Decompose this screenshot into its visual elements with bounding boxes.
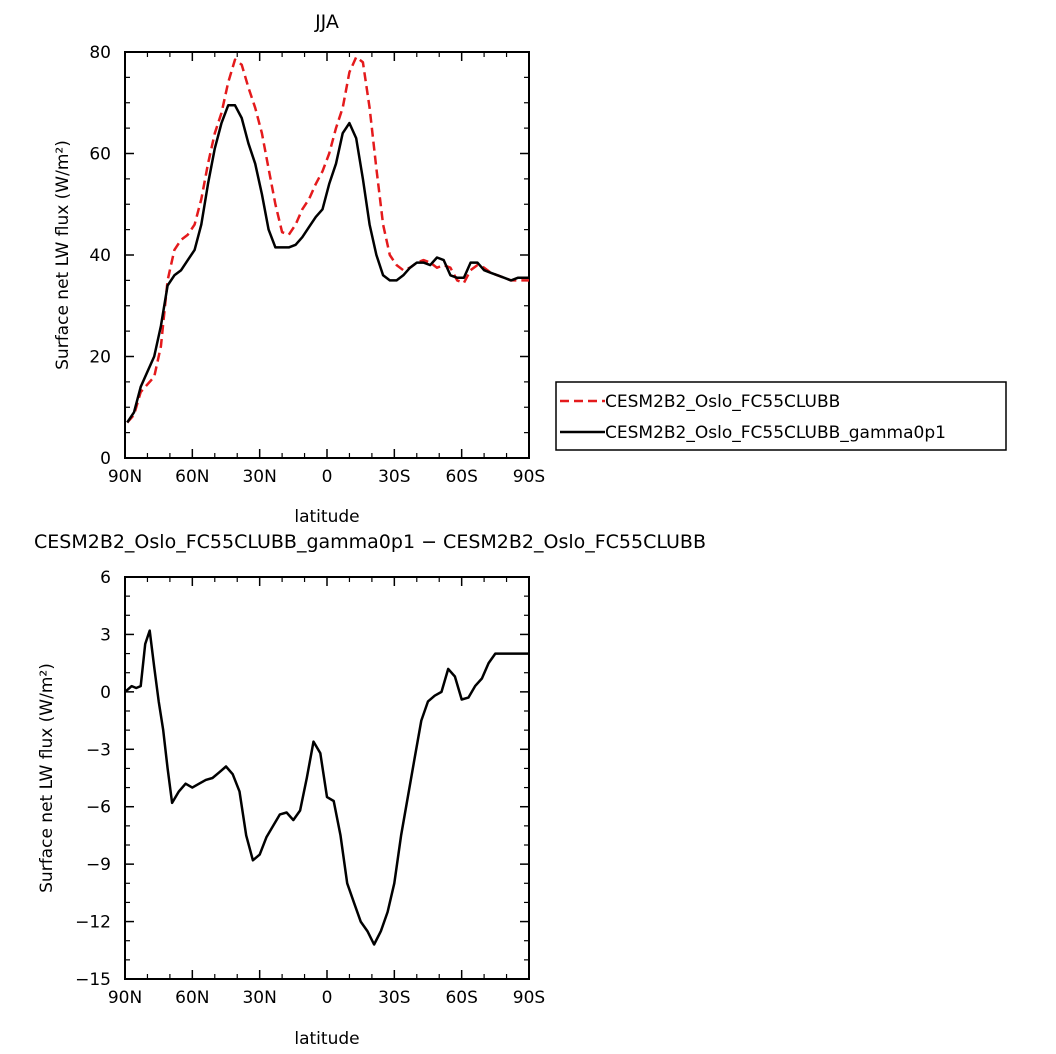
top-plot-frame [124, 51, 530, 459]
top-x-tick-label: 30N [242, 467, 276, 487]
top-series-line-1 [126, 104, 529, 424]
top-x-tick-label: 60N [175, 467, 209, 487]
bottom-x-tick-label: 30N [242, 988, 276, 1008]
top-panel: JJA 90N 60N 30N 0 30S 60S 90S 0 20 40 60 80 latitu… [53, 11, 1007, 527]
top-chart-title: JJA [314, 11, 339, 33]
top-series-line-0 [126, 55, 529, 424]
top-y-axis-title: Surface net LW flux (W/m²) [53, 140, 73, 370]
legend-box [555, 381, 1007, 451]
bottom-y-tick-label: 0 [100, 683, 111, 703]
top-x-axis-title: latitude [294, 507, 359, 527]
bottom-y-tick-label: −12 [75, 913, 111, 933]
top-x-tick-label: 90N [108, 467, 142, 487]
legend-label-control: CESM2B2_Oslo_FC55CLUBB [605, 392, 840, 412]
bottom-plot-frame [124, 576, 530, 980]
top-y-tick-label: 20 [89, 348, 111, 368]
bottom-series-line-0 [124, 629, 529, 946]
top-lines [126, 55, 529, 424]
bottom-y-tick-label: 6 [100, 568, 111, 588]
top-x-ticks: 90N 60N 30N 0 30S 60S 90S [108, 52, 545, 487]
bottom-x-ticks: 90N 60N 30N 0 30S 60S 90S [108, 577, 545, 1008]
legend: CESM2B2_Oslo_FC55CLUBB CESM2B2_Oslo_FC55… [555, 381, 1007, 451]
top-y-tick-label: 60 [89, 145, 111, 165]
bottom-x-tick-label: 90S [513, 988, 545, 1008]
bottom-y-tick-label: 3 [100, 625, 111, 645]
bottom-y-axis-title: Surface net LW flux (W/m²) [37, 663, 57, 893]
bottom-y-tick-label: −15 [75, 970, 111, 990]
top-y-tick-label: 80 [89, 43, 111, 63]
bottom-x-tick-label: 0 [322, 988, 333, 1008]
top-x-tick-label: 90S [513, 467, 545, 487]
bottom-y-tick-label: −9 [86, 855, 111, 875]
bottom-y-tick-label: −3 [86, 740, 111, 760]
bottom-x-tick-label: 60N [175, 988, 209, 1008]
bottom-x-axis-title: latitude [294, 1029, 359, 1049]
top-x-tick-label: 30S [378, 467, 410, 487]
bottom-panel: CESM2B2_Oslo_FC55CLUBB_gamma0p1 − CESM2B… [34, 531, 706, 1049]
top-y-tick-label: 40 [89, 246, 111, 266]
bottom-x-tick-label: 60S [445, 988, 477, 1008]
bottom-lines [124, 629, 529, 946]
top-y-ticks: 0 20 40 60 80 [89, 43, 529, 469]
bottom-y-tick-label: −6 [86, 798, 111, 818]
top-y-tick-label: 0 [100, 449, 111, 469]
top-x-tick-label: 0 [322, 467, 333, 487]
top-x-tick-label: 60S [445, 467, 477, 487]
bottom-y-ticks: −15 −12 −9 −6 −3 0 3 6 [75, 568, 529, 990]
legend-label-gamma: CESM2B2_Oslo_FC55CLUBB_gamma0p1 [605, 423, 946, 443]
bottom-x-tick-label: 90N [108, 988, 142, 1008]
bottom-chart-title: CESM2B2_Oslo_FC55CLUBB_gamma0p1 − CESM2B… [34, 531, 706, 553]
bottom-x-tick-label: 30S [378, 988, 410, 1008]
